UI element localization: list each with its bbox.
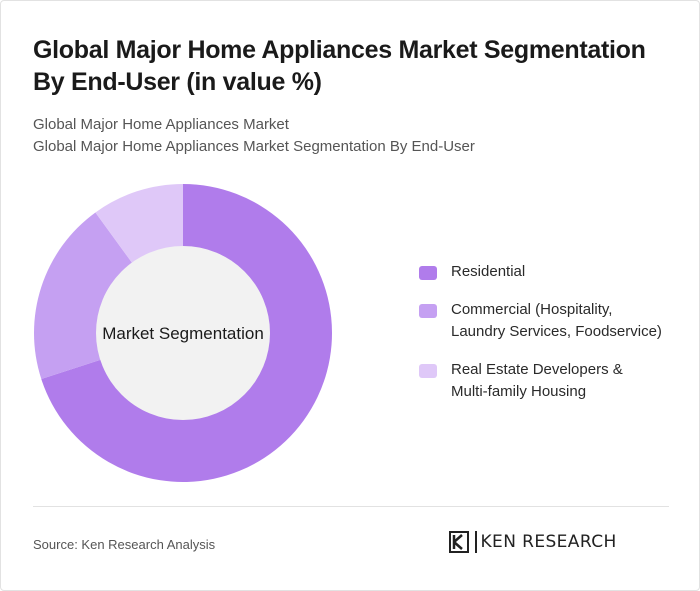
legend-label-real-estate: Real Estate Developers & Multi-family Ho… (451, 359, 623, 403)
subtitle-line-1: Global Major Home Appliances Market (33, 116, 289, 133)
legend-label-line: Real Estate Developers & (451, 361, 623, 378)
logo-separator (475, 531, 477, 553)
legend-label-line: Residential (451, 263, 526, 280)
donut-chart: Market Segmentation (33, 184, 333, 482)
legend-label-residential: Residential (451, 261, 525, 283)
ken-research-logo: KEN RESEARCH (449, 531, 617, 553)
legend-item-real-estate: Real Estate Developers & Multi-family Ho… (419, 359, 689, 403)
chart-legend: Residential Commercial (Hospitality, Lau… (419, 261, 689, 419)
footer-divider (33, 506, 669, 507)
subtitle-line-2: Global Major Home Appliances Market Segm… (33, 138, 475, 155)
legend-label-line: Commercial (Hospitality, (451, 301, 613, 318)
legend-swatch-residential (419, 266, 437, 280)
source-note: Source: Ken Research Analysis (33, 537, 216, 552)
legend-label-commercial: Commercial (Hospitality, Laundry Service… (451, 299, 662, 343)
logo-text: KEN RESEARCH (480, 532, 617, 552)
ken-logo-icon (449, 531, 469, 553)
chart-subtitle: Global Major Home Appliances Market Glob… (33, 114, 673, 158)
donut-center (96, 246, 270, 420)
legend-label-line: Laundry Services, Foodservice) (451, 323, 662, 340)
legend-item-commercial: Commercial (Hospitality, Laundry Service… (419, 299, 689, 343)
legend-label-line: Multi-family Housing (451, 383, 587, 400)
chart-title: Global Major Home Appliances Market Segm… (33, 36, 646, 96)
legend-swatch-commercial (419, 304, 437, 318)
legend-swatch-real-estate (419, 364, 437, 378)
donut-center-label: Market Segmentation (102, 324, 264, 343)
legend-item-residential: Residential (419, 261, 689, 283)
